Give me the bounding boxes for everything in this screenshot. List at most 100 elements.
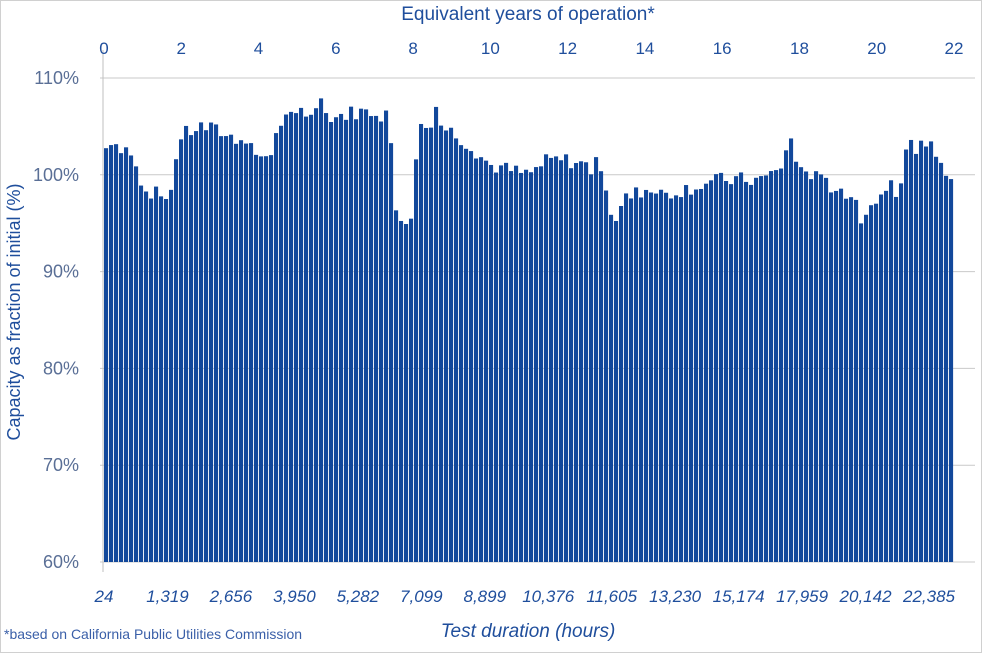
bar	[129, 155, 134, 562]
bar	[194, 131, 199, 562]
bar	[389, 143, 394, 562]
bottom-x-tick-label: 20,142	[839, 587, 893, 606]
bar	[344, 119, 349, 562]
bottom-x-tick-label: 5,282	[337, 587, 380, 606]
bar	[144, 191, 149, 562]
bar	[554, 156, 559, 562]
footnote: *based on California Public Utilities Co…	[4, 626, 302, 642]
bar	[109, 145, 114, 562]
bar	[139, 185, 144, 563]
bar	[304, 116, 309, 562]
top-x-tick-label: 12	[558, 39, 577, 58]
bar	[434, 106, 439, 563]
bar	[494, 172, 499, 563]
top-x-tick-label: 8	[408, 39, 417, 58]
y-axis-title: Capacity as fraction of initial (%)	[4, 183, 24, 440]
bar	[459, 145, 464, 562]
bar	[654, 193, 659, 562]
bar	[854, 199, 859, 562]
bar	[384, 110, 389, 562]
top-x-tick-label: 16	[713, 39, 732, 58]
bottom-x-tick-label: 11,605	[586, 587, 637, 606]
bar	[734, 176, 739, 563]
bar	[419, 123, 424, 562]
bar	[149, 198, 154, 563]
bar	[669, 198, 674, 562]
bar	[514, 165, 519, 562]
bar	[914, 153, 919, 562]
bar	[404, 224, 409, 562]
bar	[759, 176, 764, 562]
bar	[164, 199, 169, 562]
bar	[549, 157, 554, 563]
bar	[479, 157, 484, 563]
bar	[864, 214, 869, 562]
bar	[544, 154, 549, 562]
bar	[334, 117, 339, 562]
bar	[199, 122, 204, 563]
bar	[364, 109, 369, 563]
bar	[184, 125, 189, 562]
bar	[719, 172, 724, 562]
bar	[849, 197, 854, 563]
bottom-axis-title: Test duration (hours)	[441, 621, 616, 642]
bar	[939, 162, 944, 562]
bar	[684, 185, 689, 563]
bar	[229, 134, 234, 562]
bar	[949, 179, 954, 562]
bar	[319, 98, 324, 563]
top-x-tick-label: 20	[867, 39, 886, 58]
bar	[499, 165, 504, 562]
bar	[134, 166, 139, 562]
bar	[249, 143, 254, 562]
bar	[339, 113, 344, 562]
bar	[264, 156, 269, 562]
top-x-tick-label: 14	[635, 39, 654, 58]
bar	[219, 136, 224, 562]
bar	[244, 143, 249, 562]
bar	[889, 180, 894, 562]
bar	[204, 130, 209, 562]
bar	[519, 172, 524, 562]
bar	[524, 169, 529, 562]
bottom-x-tick-label: 17,959	[776, 587, 829, 606]
bottom-x-tick-label: 7,099	[400, 587, 443, 606]
bar	[729, 184, 734, 562]
bar	[619, 206, 624, 562]
y-tick-label: 70%	[43, 455, 79, 475]
bar	[529, 172, 534, 562]
bar	[679, 197, 684, 562]
bar	[409, 218, 414, 563]
bar	[579, 161, 584, 563]
bar	[899, 183, 904, 562]
bar	[809, 179, 814, 562]
bar	[489, 164, 494, 562]
bar	[659, 189, 664, 563]
bar	[299, 107, 304, 563]
bar	[274, 133, 279, 562]
bar	[559, 160, 564, 562]
bar	[424, 127, 429, 562]
bar	[279, 125, 284, 562]
bar	[604, 190, 609, 562]
bar	[179, 139, 184, 563]
bar	[749, 184, 754, 563]
bar	[314, 108, 319, 563]
bar	[584, 162, 589, 562]
bar	[784, 150, 789, 562]
bar	[234, 143, 239, 562]
bar	[894, 196, 899, 562]
bar	[359, 108, 364, 563]
top-x-tick-label: 2	[177, 39, 186, 58]
bar	[874, 203, 879, 562]
bar	[224, 136, 229, 562]
bar	[844, 198, 849, 562]
bar	[774, 170, 779, 562]
bar	[564, 154, 569, 563]
bar	[394, 210, 399, 562]
bar	[804, 171, 809, 562]
bar	[819, 174, 824, 562]
bar	[624, 193, 629, 562]
bar	[589, 174, 594, 562]
